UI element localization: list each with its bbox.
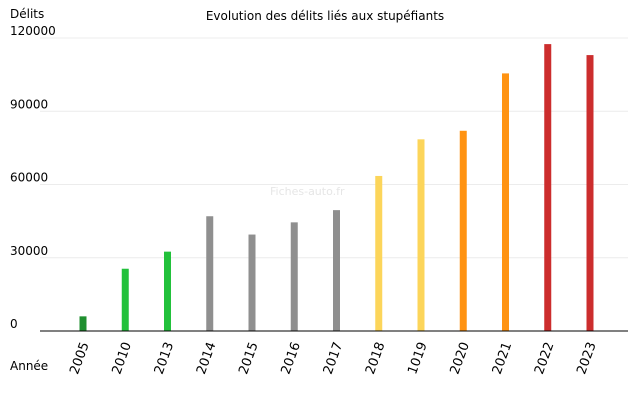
x-tick-label-2020: 2020 (448, 340, 473, 376)
y-tick-label: 90000 (10, 97, 48, 111)
x-tick-label-2014: 2014 (194, 340, 219, 376)
bar-2021 (502, 73, 509, 331)
x-axis-label: Année (10, 359, 48, 373)
x-tick-label-2022: 2022 (532, 340, 557, 376)
bars (79, 44, 594, 332)
y-tick-label: 120000 (10, 24, 56, 38)
x-tick-label-2015: 2015 (236, 340, 261, 376)
x-tick-labels: 2005 2010 2013 2014 2015 2016 2017 2018 1019 2020… (67, 340, 599, 376)
bar-2017 (333, 210, 340, 331)
x-tick-label-2013: 2013 (152, 340, 177, 376)
y-tick-label: 0 (10, 317, 18, 331)
bar-2015 (248, 234, 256, 331)
x-tick-label-1019: 1019 (405, 340, 430, 376)
x-tick-label-2016: 2016 (279, 340, 304, 376)
bar-2022 (544, 44, 552, 332)
x-tick-label-2005: 2005 (67, 340, 92, 376)
y-tick-label: 60000 (10, 171, 48, 185)
bar-2010 (121, 268, 129, 331)
bar-2014 (206, 216, 214, 331)
x-tick-label-2018: 2018 (363, 340, 388, 376)
x-tick-label-2023: 2023 (574, 340, 599, 376)
bar-2023 (586, 55, 594, 331)
y-tick-label: 30000 (10, 244, 48, 258)
bar-2018 (375, 175, 383, 331)
x-tick-label-2010: 2010 (110, 340, 135, 376)
watermark: Fiches-auto.fr (270, 185, 345, 198)
chart-title: Evolution des délits liés aux stupéfiant… (206, 9, 444, 23)
x-tick-label-2021: 2021 (490, 340, 515, 376)
x-tick-label-2017: 2017 (321, 340, 346, 376)
bar-2020 (459, 130, 467, 331)
y-tick-labels: 0 30000 60000 90000 120000 (10, 24, 56, 331)
y-axis-label: Délits (10, 7, 44, 21)
bar-2016 (290, 222, 298, 331)
bar-1019 (417, 139, 425, 331)
bar-2013 (164, 251, 171, 331)
bar-2005 (79, 316, 87, 331)
